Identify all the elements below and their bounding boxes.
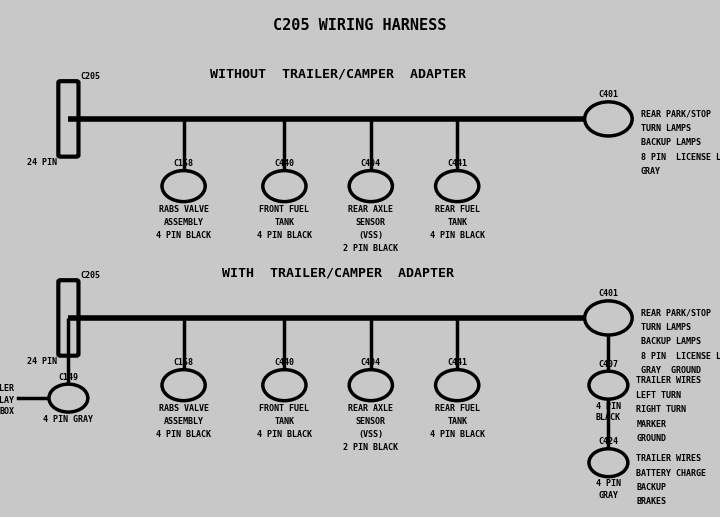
Text: TANK: TANK	[447, 218, 467, 226]
Text: REAR FUEL: REAR FUEL	[435, 404, 480, 413]
Text: GRAY: GRAY	[641, 167, 661, 176]
Text: TANK: TANK	[274, 218, 294, 226]
Text: C404: C404	[361, 159, 381, 168]
Circle shape	[349, 171, 392, 202]
Text: 4 PIN BLACK: 4 PIN BLACK	[257, 231, 312, 239]
Text: 4 PIN BLACK: 4 PIN BLACK	[156, 231, 211, 239]
Text: TRAILER WIRES: TRAILER WIRES	[636, 376, 701, 386]
Circle shape	[162, 370, 205, 401]
Circle shape	[263, 370, 306, 401]
Text: WITH  TRAILER/CAMPER  ADAPTER: WITH TRAILER/CAMPER ADAPTER	[222, 266, 454, 279]
Circle shape	[436, 370, 479, 401]
Text: SENSOR: SENSOR	[356, 218, 386, 226]
Circle shape	[585, 102, 632, 136]
Text: C205: C205	[80, 271, 100, 280]
Text: 2 PIN BLACK: 2 PIN BLACK	[343, 244, 398, 252]
Text: 24 PIN: 24 PIN	[27, 158, 57, 166]
Text: 4 PIN BLACK: 4 PIN BLACK	[156, 430, 211, 438]
Text: C440: C440	[274, 159, 294, 168]
Text: TANK: TANK	[274, 417, 294, 425]
Text: MARKER: MARKER	[636, 420, 667, 429]
Circle shape	[589, 449, 628, 477]
Text: 4 PIN: 4 PIN	[596, 402, 621, 410]
Text: BLACK: BLACK	[596, 413, 621, 422]
Text: 2 PIN BLACK: 2 PIN BLACK	[343, 443, 398, 451]
Text: TURN LAMPS: TURN LAMPS	[641, 124, 690, 133]
Text: 4 PIN: 4 PIN	[596, 479, 621, 488]
Text: 4 PIN BLACK: 4 PIN BLACK	[430, 430, 485, 438]
Circle shape	[162, 171, 205, 202]
Text: GRAY  GROUND: GRAY GROUND	[641, 366, 701, 375]
Text: C424: C424	[598, 437, 618, 446]
Text: C407: C407	[598, 360, 618, 369]
Text: TURN LAMPS: TURN LAMPS	[641, 323, 690, 332]
Text: C440: C440	[274, 358, 294, 367]
Text: REAR PARK/STOP: REAR PARK/STOP	[641, 109, 711, 118]
Text: (VSS): (VSS)	[359, 231, 383, 239]
Text: FRONT FUEL: FRONT FUEL	[259, 205, 310, 214]
Text: 4 PIN BLACK: 4 PIN BLACK	[257, 430, 312, 438]
Text: C441: C441	[447, 159, 467, 168]
Text: 8 PIN  LICENSE LAMPS: 8 PIN LICENSE LAMPS	[641, 352, 720, 361]
Text: TRAILER WIRES: TRAILER WIRES	[636, 454, 701, 463]
Text: REAR FUEL: REAR FUEL	[435, 205, 480, 214]
Text: RABS VALVE: RABS VALVE	[158, 205, 209, 214]
Text: REAR AXLE: REAR AXLE	[348, 404, 393, 413]
Text: (VSS): (VSS)	[359, 430, 383, 438]
Text: LEFT TURN: LEFT TURN	[636, 391, 681, 400]
Text: C205 WIRING HARNESS: C205 WIRING HARNESS	[274, 18, 446, 33]
Circle shape	[49, 384, 88, 412]
Circle shape	[585, 301, 632, 335]
Circle shape	[436, 171, 479, 202]
Text: C158: C158	[174, 159, 194, 168]
Text: C158: C158	[174, 358, 194, 367]
Text: 4 PIN BLACK: 4 PIN BLACK	[430, 231, 485, 239]
Text: ASSEMBLY: ASSEMBLY	[163, 218, 204, 226]
Text: REAR AXLE: REAR AXLE	[348, 205, 393, 214]
Text: 8 PIN  LICENSE LAMPS: 8 PIN LICENSE LAMPS	[641, 153, 720, 162]
Text: BRAKES: BRAKES	[636, 497, 667, 507]
Circle shape	[349, 370, 392, 401]
Text: BOX: BOX	[0, 407, 14, 416]
Text: RELAY: RELAY	[0, 396, 14, 405]
Text: C441: C441	[447, 358, 467, 367]
Text: BACKUP LAMPS: BACKUP LAMPS	[641, 138, 701, 147]
Text: 4 PIN GRAY: 4 PIN GRAY	[43, 415, 94, 423]
Circle shape	[589, 371, 628, 399]
Text: TANK: TANK	[447, 417, 467, 425]
Text: RABS VALVE: RABS VALVE	[158, 404, 209, 413]
Text: RIGHT TURN: RIGHT TURN	[636, 405, 686, 415]
Text: C149: C149	[58, 373, 78, 382]
FancyBboxPatch shape	[58, 81, 78, 157]
Text: GROUND: GROUND	[636, 434, 667, 444]
Text: 24 PIN: 24 PIN	[27, 357, 57, 366]
Text: BATTERY CHARGE: BATTERY CHARGE	[636, 468, 706, 478]
Text: BACKUP: BACKUP	[636, 483, 667, 492]
Text: BACKUP LAMPS: BACKUP LAMPS	[641, 337, 701, 346]
Text: C401: C401	[598, 290, 618, 298]
Circle shape	[263, 171, 306, 202]
Text: FRONT FUEL: FRONT FUEL	[259, 404, 310, 413]
Text: GRAY: GRAY	[598, 491, 618, 499]
Text: C401: C401	[598, 90, 618, 99]
Text: REAR PARK/STOP: REAR PARK/STOP	[641, 308, 711, 317]
Text: ASSEMBLY: ASSEMBLY	[163, 417, 204, 425]
Text: C205: C205	[80, 72, 100, 81]
Text: C404: C404	[361, 358, 381, 367]
Text: SENSOR: SENSOR	[356, 417, 386, 425]
FancyBboxPatch shape	[58, 280, 78, 356]
Text: TRAILER: TRAILER	[0, 384, 14, 393]
Text: WITHOUT  TRAILER/CAMPER  ADAPTER: WITHOUT TRAILER/CAMPER ADAPTER	[210, 67, 467, 80]
